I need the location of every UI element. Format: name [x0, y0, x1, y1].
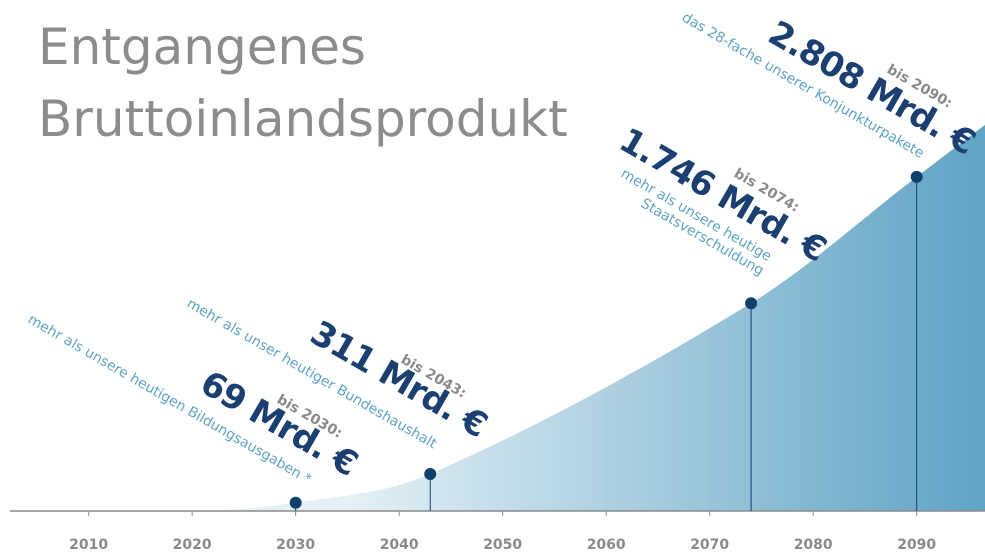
- x-tick-label: 2040: [380, 537, 419, 552]
- area: [192, 124, 985, 511]
- marker: [745, 297, 758, 310]
- marker: [910, 170, 923, 183]
- marker: [424, 467, 437, 480]
- x-tick-label: 2070: [690, 537, 729, 552]
- x-tick-label: 2050: [483, 537, 522, 552]
- x-tick-label: 2090: [897, 537, 936, 552]
- chart-title: Entgangenes: [38, 18, 366, 76]
- x-tick-label: 2060: [587, 537, 626, 552]
- marker: [289, 496, 302, 509]
- chart-title: Bruttoinlandsprodukt: [38, 90, 568, 148]
- x-tick-label: 2020: [173, 537, 212, 552]
- x-tick-label: 2080: [794, 537, 833, 552]
- x-tick-label: 2030: [276, 537, 315, 552]
- x-tick-label: 2010: [69, 537, 108, 552]
